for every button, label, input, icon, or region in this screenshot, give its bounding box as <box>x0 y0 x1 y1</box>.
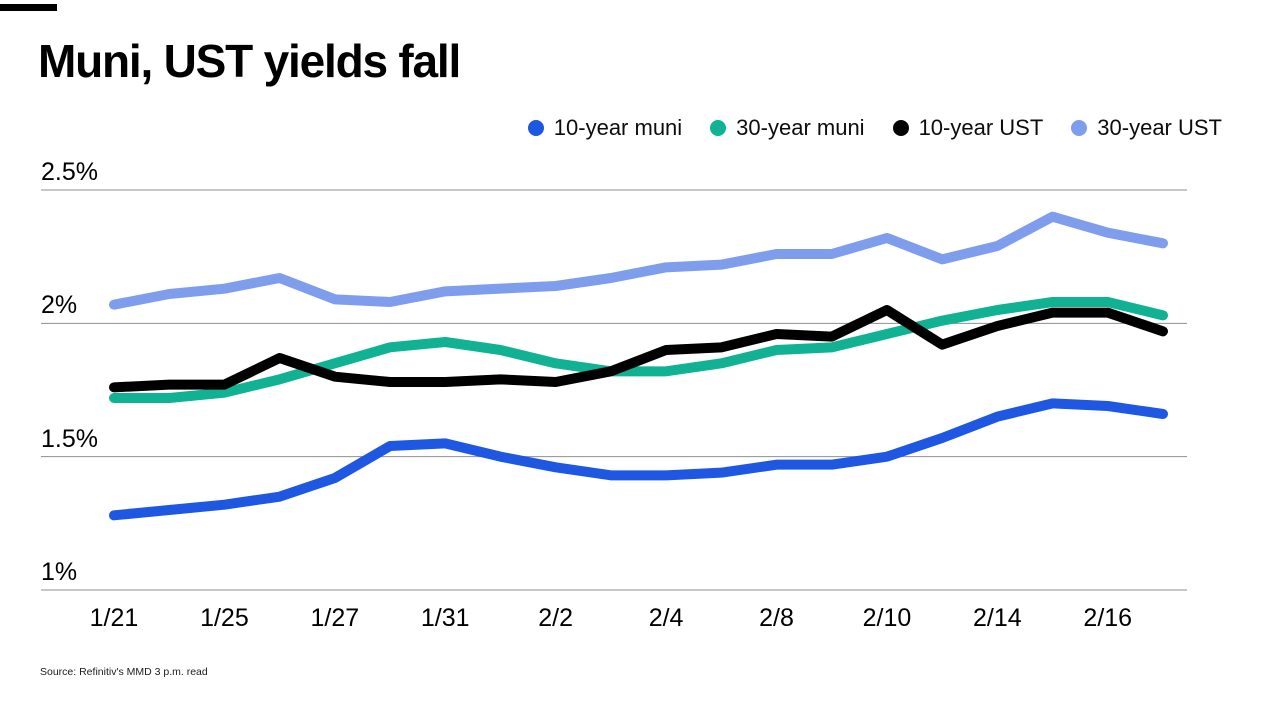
line-30-year-muni <box>109 297 1168 403</box>
x-axis-label: 1/21 <box>89 604 139 632</box>
x-axis-label: 2/16 <box>1083 604 1133 632</box>
x-axis-label: 2/4 <box>648 604 684 632</box>
x-axis-label: 2/10 <box>862 604 912 632</box>
brand-dash <box>0 4 57 11</box>
legend-dot-icon <box>527 120 544 136</box>
y-axis-label: 2.5% <box>41 158 98 186</box>
y-axis-label: 1% <box>41 558 78 586</box>
legend-item-30-year-muni: 30-year muni <box>710 115 865 141</box>
source-note: Source: Refinitiv's MMD 3 p.m. read <box>40 666 208 678</box>
line-30-year-ust <box>109 211 1168 310</box>
legend-label: 30-year UST <box>1097 115 1222 140</box>
x-axis-label: 1/25 <box>200 604 249 632</box>
x-axis-label: 1/31 <box>420 604 470 632</box>
x-axis-label: 1/27 <box>310 604 360 632</box>
x-axis-label: 2/8 <box>759 604 794 632</box>
legend-item-30-year-ust: 30-year UST <box>1071 115 1222 141</box>
legend-label: 10-year UST <box>918 115 1044 140</box>
legend-label: 30-year muni <box>736 115 865 140</box>
x-axis-label: 2/14 <box>973 604 1022 632</box>
x-axis-label: 2/2 <box>538 604 574 632</box>
legend-label: 10-year muni <box>553 115 683 140</box>
page-title: Muni, UST yields fall <box>38 35 461 87</box>
legend-item-10-year-ust: 10-year UST <box>892 115 1044 141</box>
legend-dot-icon <box>1071 120 1088 136</box>
y-axis-label: 2% <box>41 291 78 320</box>
legend-dot-icon <box>710 120 727 136</box>
y-axis-label: 1.5% <box>41 424 98 453</box>
chart-legend: 10-year muni 30-year muni 10-year UST 30-ye… <box>527 115 1222 141</box>
line-10-year-muni <box>109 398 1168 521</box>
legend-item-10-year-muni: 10-year muni <box>527 115 683 141</box>
line-10-year-ust <box>109 305 1168 393</box>
legend-dot-icon <box>892 120 909 136</box>
